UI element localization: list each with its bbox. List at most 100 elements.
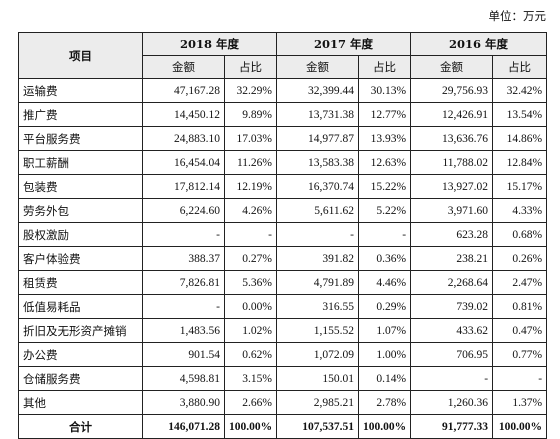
cell-amount-2017: 1,072.09 bbox=[276, 342, 360, 367]
cell-amount-2018: 24,883.10 bbox=[142, 126, 225, 151]
cell-ratio-2016: 4.33% bbox=[492, 198, 548, 223]
cell-ratio-2018: 5.36% bbox=[223, 270, 278, 295]
cell-amount-2018: 47,167.28 bbox=[142, 78, 225, 103]
cell-amount-2017: 32,399.44 bbox=[276, 78, 360, 103]
cell-ratio-2018: 12.19% bbox=[223, 174, 278, 199]
table-row: 劳务外包 6,224.60 4.26% 5,611.62 5.22% 3,971.60 4.… bbox=[18, 198, 548, 223]
row-label: 客户体验费 bbox=[18, 246, 143, 271]
row-label: 股权激励 bbox=[18, 222, 143, 247]
header-year-2018: 2018 年度 bbox=[141, 32, 278, 56]
cell-amount-2018: 14,450.12 bbox=[142, 102, 225, 127]
cell-amount-2017: 16,370.74 bbox=[276, 174, 360, 199]
cell-amount-2016: 238.21 bbox=[410, 246, 494, 271]
cell-amount-2018: 7,826.81 bbox=[142, 270, 225, 295]
cell-amount-2018: 1,483.56 bbox=[142, 318, 225, 343]
header-amount: 金额 bbox=[276, 55, 360, 79]
cell-ratio-2016: 12.84% bbox=[492, 150, 548, 175]
header-ratio: 占比 bbox=[492, 55, 548, 79]
cell-amount-2017: 2,985.21 bbox=[276, 390, 360, 415]
cell-amount-2017: 4,791.89 bbox=[276, 270, 360, 295]
header-amount: 金额 bbox=[410, 55, 494, 79]
cell-ratio-2017: 5.22% bbox=[358, 198, 412, 223]
row-label: 平台服务费 bbox=[18, 126, 143, 151]
cell-ratio-2018: 1.02% bbox=[223, 318, 278, 343]
table-row: 客户体验费 388.37 0.27% 391.82 0.36% 238.21 0.26% bbox=[18, 246, 548, 271]
table-row: 仓储服务费 4,598.81 3.15% 150.01 0.14% - - bbox=[18, 366, 548, 391]
header-row-columns: 金额 占比 金额 占比 金额 占比 bbox=[19, 55, 548, 79]
table-row: 低值易耗品 -0.00% 316.55 0.29% 739.02 0.81% bbox=[18, 294, 548, 319]
cell-ratio-2017: 30.13% bbox=[358, 78, 412, 103]
table-row: 推广费 14,450.12 9.89% 13,731.38 12.77% 12,426.9… bbox=[18, 102, 548, 127]
cell-amount-2016: 13,636.76 bbox=[410, 126, 494, 151]
cell-amount-2017: 150.01 bbox=[276, 366, 360, 391]
cell-ratio-2017: 100.00% bbox=[358, 414, 412, 439]
cell-ratio-2017: 13.93% bbox=[358, 126, 412, 151]
cell-amount-2018: 6,224.60 bbox=[142, 198, 225, 223]
unit-label: 单位：万元 bbox=[488, 9, 547, 23]
cell-ratio-2016: - bbox=[492, 366, 548, 391]
cell-ratio-2016: 0.68% bbox=[492, 222, 548, 247]
cell-ratio-2017: 4.46% bbox=[358, 270, 412, 295]
row-label: 包装费 bbox=[18, 174, 143, 199]
header-row-years: 项目 2018 年度 2017 年度 2016 年度 bbox=[18, 32, 548, 79]
row-label: 其他 bbox=[18, 390, 143, 415]
cell-ratio-2018: 0.00% bbox=[223, 294, 278, 319]
cell-amount-2016: 706.95 bbox=[410, 342, 494, 367]
cell-amount-2016: 29,756.93 bbox=[410, 78, 494, 103]
header-ratio: 占比 bbox=[358, 55, 412, 79]
table-row: 股权激励 - - - -623.28 0.68% bbox=[18, 222, 548, 247]
cell-amount-2018: 388.37 bbox=[142, 246, 225, 271]
cell-amount-2016: 91,777.33 bbox=[410, 414, 494, 439]
cell-amount-2016: 623.28 bbox=[410, 222, 494, 247]
cell-amount-2017: 13,731.38 bbox=[276, 102, 360, 127]
table-row: 租赁费 7,826.81 5.36% 4,791.89 4.46% 2,268.64 2.4… bbox=[18, 270, 548, 295]
cell-ratio-2017: 0.36% bbox=[358, 246, 412, 271]
cell-amount-2017: 391.82 bbox=[276, 246, 360, 271]
cell-amount-2016: 2,268.64 bbox=[410, 270, 494, 295]
total-label: 合计 bbox=[18, 414, 143, 439]
cell-ratio-2017: 12.63% bbox=[358, 150, 412, 175]
cell-ratio-2016: 13.54% bbox=[492, 102, 548, 127]
row-label: 租赁费 bbox=[18, 270, 143, 295]
cell-amount-2017: 316.55 bbox=[276, 294, 360, 319]
header-item: 项目 bbox=[18, 32, 143, 79]
cell-ratio-2017: 1.00% bbox=[358, 342, 412, 367]
cell-ratio-2018: 32.29% bbox=[223, 78, 278, 103]
cell-amount-2016: 3,971.60 bbox=[410, 198, 494, 223]
table-row: 其他 3,880.90 2.66% 2,985.21 2.78% 1,260.36 1.37… bbox=[18, 390, 548, 415]
cell-ratio-2016: 14.86% bbox=[492, 126, 548, 151]
cell-amount-2016: 739.02 bbox=[410, 294, 494, 319]
cell-amount-2017: 13,583.38 bbox=[276, 150, 360, 175]
row-label: 仓储服务费 bbox=[18, 366, 143, 391]
header-ratio: 占比 bbox=[223, 55, 278, 79]
cell-amount-2016: - bbox=[410, 366, 494, 391]
cell-amount-2018: 4,598.81 bbox=[142, 366, 225, 391]
cell-ratio-2016: 0.81% bbox=[492, 294, 548, 319]
header-year-2017: 2017 年度 bbox=[276, 32, 412, 56]
header-amount: 金额 bbox=[142, 55, 225, 79]
cell-ratio-2016: 15.17% bbox=[492, 174, 548, 199]
cell-amount-2018: - bbox=[142, 222, 225, 247]
table-row: 包装费 17,812.14 12.19% 16,370.74 15.22% 13,927.… bbox=[18, 174, 548, 199]
row-label: 折旧及无形资产摊销 bbox=[18, 318, 143, 343]
table-row: 运输费 47,167.28 32.29% 32,399.44 30.13% 29,756.… bbox=[18, 78, 548, 103]
table-row: 平台服务费 24,883.10 17.03% 14,977.87 13.93% 13,63… bbox=[18, 126, 548, 151]
row-label: 推广费 bbox=[18, 102, 143, 127]
cell-amount-2017: 14,977.87 bbox=[276, 126, 360, 151]
header-year-2016: 2016 年度 bbox=[410, 32, 548, 56]
cell-amount-2018: 146,071.28 bbox=[142, 414, 225, 439]
cell-amount-2018: 901.54 bbox=[142, 342, 225, 367]
cell-ratio-2018: - bbox=[223, 222, 278, 247]
row-label: 职工薪酬 bbox=[18, 150, 143, 175]
cell-ratio-2017: 0.29% bbox=[358, 294, 412, 319]
total-row: 合计 146,071.28 100.00% 107,537.51 100.00% 91,7… bbox=[18, 414, 548, 439]
cell-amount-2016: 433.62 bbox=[410, 318, 494, 343]
cell-ratio-2016: 2.47% bbox=[492, 270, 548, 295]
row-label: 办公费 bbox=[18, 342, 143, 367]
cell-ratio-2016: 100.00% bbox=[492, 414, 548, 439]
cell-amount-2018: 3,880.90 bbox=[142, 390, 225, 415]
cell-ratio-2018: 100.00% bbox=[223, 414, 278, 439]
table-row: 办公费 901.54 0.62% 1,072.09 1.00% 706.95 0.77% bbox=[18, 342, 548, 367]
cell-ratio-2018: 11.26% bbox=[223, 150, 278, 175]
cell-ratio-2017: 2.78% bbox=[358, 390, 412, 415]
